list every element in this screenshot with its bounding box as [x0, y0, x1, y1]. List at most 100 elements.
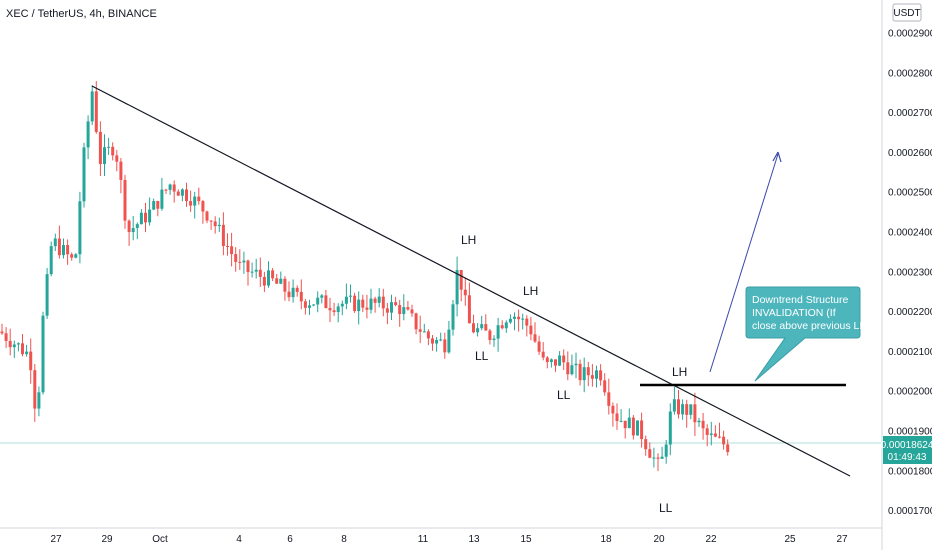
candle-body	[709, 433, 713, 435]
candle-body	[529, 325, 533, 335]
candle-body	[488, 330, 492, 341]
candle-body	[607, 392, 611, 406]
callout-bubble	[745, 286, 861, 382]
candle-body	[619, 420, 623, 422]
candle-body	[275, 278, 279, 284]
y-tick-label: 0.00018000	[888, 466, 932, 477]
candle-body	[377, 296, 381, 303]
candle-body	[533, 334, 537, 342]
candle-body	[57, 238, 61, 256]
candle-body	[455, 270, 459, 305]
candlestick-series	[0, 81, 730, 472]
candle-body	[672, 399, 676, 412]
candle-body	[213, 221, 217, 227]
candle-body	[78, 201, 82, 255]
candle-body	[685, 404, 689, 415]
candle-body	[332, 310, 336, 313]
candle-body	[29, 351, 33, 371]
candle-body	[111, 146, 115, 156]
candle-body	[365, 307, 369, 310]
candle-body	[541, 351, 545, 358]
candle-body	[53, 238, 57, 247]
candle-body	[344, 296, 348, 304]
projection-arrow-icon	[772, 151, 782, 163]
candle-body	[570, 365, 574, 375]
candle-body	[668, 411, 672, 445]
candle-body	[435, 339, 439, 344]
candle-body	[156, 201, 160, 209]
y-tick-label: 0.00028000	[888, 68, 932, 79]
candle-body	[168, 184, 172, 190]
candle-body	[123, 179, 127, 221]
candle-body	[86, 121, 90, 148]
candle-body	[70, 254, 74, 258]
candle-body	[595, 370, 598, 379]
candle-body	[230, 246, 234, 255]
x-tick-label: Oct	[152, 534, 168, 545]
candle-body	[476, 328, 480, 333]
candle-body	[242, 260, 246, 263]
candle-body	[590, 375, 594, 379]
candle-body	[238, 261, 242, 263]
candle-body	[16, 343, 20, 345]
candle-body	[254, 269, 258, 272]
candle-body	[369, 298, 373, 310]
candle-body	[664, 444, 668, 457]
x-tick-label: 18	[600, 534, 612, 545]
currency-badge[interactable]	[892, 3, 922, 22]
y-tick-label: 0.00025000	[888, 188, 932, 199]
candle-body	[226, 245, 229, 247]
downtrend-line[interactable]	[91, 85, 851, 477]
candle-body	[49, 246, 53, 275]
candle-body	[4, 333, 8, 341]
candle-body	[279, 278, 283, 284]
candle-body	[62, 245, 65, 256]
candle-body	[390, 302, 393, 313]
symbol-title: XEC / TetherUS, 4h, BINANCE	[6, 8, 157, 20]
x-tick-label: 4	[236, 534, 242, 545]
candle-body	[45, 274, 49, 316]
y-tick-label: 0.00024000	[888, 228, 932, 239]
projection-arrow-line[interactable]	[709, 153, 779, 373]
x-tick-label: 27	[50, 534, 62, 545]
candle-body	[398, 305, 402, 315]
swing-label-ll-1: LL	[475, 349, 489, 363]
candle-body	[176, 191, 180, 196]
candle-body	[291, 287, 295, 298]
candle-body	[381, 296, 385, 309]
candle-body	[373, 298, 377, 303]
last-price-value: 0.00018624	[881, 440, 932, 451]
candle-body	[283, 278, 287, 292]
candle-body	[139, 212, 143, 225]
candle-body	[566, 362, 570, 375]
invalidation-callout[interactable]: Downtrend Structure INVALIDATION (If clo…	[745, 286, 870, 382]
x-tick-label: 15	[520, 534, 532, 545]
x-tick-label: 27	[836, 534, 848, 545]
y-tick-label: 0.00026000	[888, 148, 932, 159]
candle-body	[185, 189, 188, 202]
x-tick-label: 8	[341, 534, 347, 545]
candle-body	[636, 420, 639, 436]
candle-body	[221, 224, 225, 246]
candle-body	[201, 201, 205, 212]
candle-body	[385, 308, 389, 313]
candle-body	[656, 457, 660, 459]
candle-body	[648, 449, 652, 458]
candle-body	[303, 301, 307, 308]
candle-body	[631, 417, 635, 436]
candle-body	[193, 196, 197, 206]
candle-body	[189, 201, 193, 206]
last-price-badge: 0.00018624 01:49:43	[881, 436, 932, 464]
candle-body	[312, 304, 316, 306]
candle-body	[25, 351, 29, 355]
candle-body	[545, 357, 549, 363]
candle-body	[357, 299, 361, 312]
candle-body	[148, 209, 152, 223]
candle-body	[705, 428, 709, 435]
candle-body	[37, 392, 41, 409]
candle-body	[328, 308, 332, 311]
candle-body	[693, 404, 697, 423]
candle-body	[447, 329, 451, 353]
y-tick-label: 0.00027000	[888, 108, 932, 119]
